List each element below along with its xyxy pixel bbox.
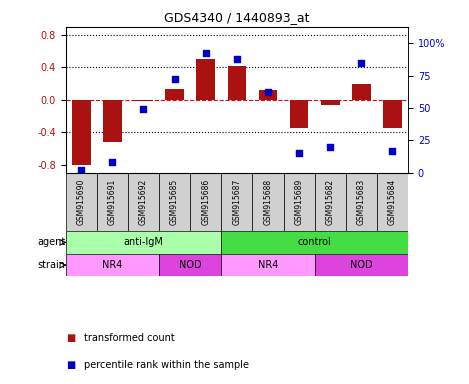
Point — [357, 60, 365, 66]
Bar — [258, 90, 277, 100]
Point — [389, 147, 396, 154]
Bar — [159, 173, 190, 231]
Bar — [315, 254, 408, 276]
Bar — [227, 66, 246, 100]
Bar — [221, 231, 408, 254]
Text: transformed count: transformed count — [84, 333, 175, 343]
Point — [326, 144, 334, 150]
Text: GSM915692: GSM915692 — [139, 179, 148, 225]
Point — [295, 150, 303, 156]
Point — [171, 76, 178, 83]
Text: NR4: NR4 — [258, 260, 278, 270]
Text: percentile rank within the sample: percentile rank within the sample — [84, 360, 250, 370]
Point — [109, 159, 116, 166]
Bar — [197, 59, 215, 100]
Point — [233, 56, 241, 62]
Text: ■: ■ — [66, 333, 75, 343]
Bar — [128, 173, 159, 231]
Bar — [190, 173, 221, 231]
Text: agent: agent — [38, 237, 66, 247]
Bar — [66, 173, 97, 231]
Text: GSM915688: GSM915688 — [264, 179, 272, 225]
Text: anti-IgM: anti-IgM — [123, 237, 163, 247]
Bar — [221, 254, 315, 276]
Bar — [97, 173, 128, 231]
Text: NR4: NR4 — [102, 260, 122, 270]
Text: GSM915684: GSM915684 — [388, 179, 397, 225]
Text: GSM915683: GSM915683 — [357, 179, 366, 225]
Bar — [66, 254, 159, 276]
Text: ■: ■ — [66, 360, 75, 370]
Bar — [315, 173, 346, 231]
Bar — [72, 100, 91, 165]
Bar — [134, 100, 153, 101]
Text: GSM915691: GSM915691 — [108, 179, 117, 225]
Point — [77, 167, 85, 173]
Bar — [284, 173, 315, 231]
Bar — [352, 84, 371, 100]
Point — [202, 50, 210, 56]
Point — [264, 89, 272, 96]
Bar — [165, 89, 184, 100]
Text: GSM915685: GSM915685 — [170, 179, 179, 225]
Text: strain: strain — [38, 260, 66, 270]
Bar — [383, 100, 402, 128]
Bar — [221, 173, 252, 231]
Text: GSM915689: GSM915689 — [295, 179, 303, 225]
Point — [140, 106, 147, 112]
Bar — [346, 173, 377, 231]
Bar — [66, 231, 221, 254]
Text: NOD: NOD — [350, 260, 373, 270]
Text: control: control — [298, 237, 332, 247]
Bar — [290, 100, 309, 128]
Text: GSM915682: GSM915682 — [325, 179, 335, 225]
Text: NOD: NOD — [179, 260, 202, 270]
Text: GSM915690: GSM915690 — [77, 179, 86, 225]
Bar — [321, 100, 340, 106]
Title: GDS4340 / 1440893_at: GDS4340 / 1440893_at — [164, 11, 310, 24]
Text: GSM915686: GSM915686 — [201, 179, 210, 225]
Bar — [103, 100, 121, 142]
Bar — [252, 173, 284, 231]
Text: GSM915687: GSM915687 — [232, 179, 242, 225]
Bar — [377, 173, 408, 231]
Bar — [159, 254, 221, 276]
